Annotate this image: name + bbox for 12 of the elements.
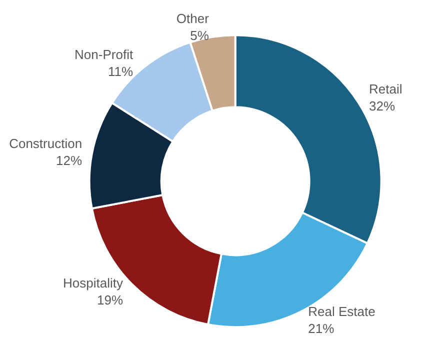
slice-label: Hospitality (63, 275, 124, 290)
data-label: 21% (308, 321, 335, 336)
slice-label: Retail (369, 82, 402, 97)
slice-label: Real Estate (308, 304, 376, 320)
data-label: 19% (96, 292, 124, 308)
slice-label: Construction (9, 136, 82, 151)
slice-label: Non-Profit (74, 47, 134, 62)
data-label: 11% (108, 64, 134, 80)
data-label: 5% (190, 28, 210, 44)
data-label: 12% (56, 152, 82, 168)
slice-label: Other (176, 11, 210, 26)
data-label: 32% (369, 98, 396, 114)
